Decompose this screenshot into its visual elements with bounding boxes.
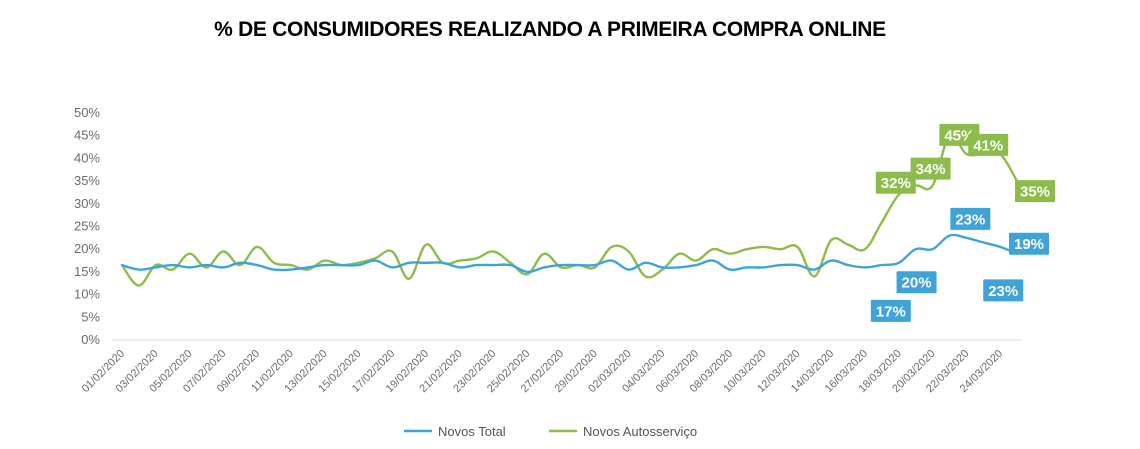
y-tick-label: 15% bbox=[74, 264, 100, 279]
y-tick-label: 10% bbox=[74, 287, 100, 302]
y-tick-label: 35% bbox=[74, 173, 100, 188]
callout-box bbox=[870, 299, 911, 322]
data-callouts: 32% 34% 45%41% 35% 17% 20% 23% 23% 19% bbox=[870, 123, 1055, 322]
y-tick-label: 25% bbox=[74, 219, 100, 234]
callout-box bbox=[875, 171, 916, 194]
x-axis: 01/02/202003/02/202005/02/202007/02/2020… bbox=[80, 348, 1006, 395]
callout-label: 20% bbox=[902, 275, 932, 292]
callout-label: 35% bbox=[1020, 184, 1050, 201]
chart-title: % DE CONSUMIDORES REALIZANDO A PRIMEIRA … bbox=[214, 18, 886, 41]
callout-label: 17% bbox=[876, 303, 906, 320]
y-tick-label: 40% bbox=[74, 150, 100, 165]
callout-label: 19% bbox=[1014, 236, 1044, 253]
y-tick-label: 0% bbox=[81, 332, 100, 347]
callout-box bbox=[896, 271, 937, 294]
legend-label: Novos Total bbox=[438, 424, 506, 439]
callout-box bbox=[1009, 232, 1049, 255]
y-tick-label: 30% bbox=[74, 196, 100, 211]
legend: Novos Total Novos Autosserviço bbox=[404, 424, 697, 439]
callout-box bbox=[1015, 180, 1055, 203]
series-line-novos-total bbox=[120, 233, 1019, 274]
callout-box bbox=[983, 279, 1024, 302]
callout-label: 41% bbox=[973, 137, 1003, 154]
y-axis: 0% 5% 10% 15% 20% 25% 30% 35% 40% 45% 50% bbox=[74, 105, 100, 347]
series-line-novos-autosservico bbox=[120, 133, 1019, 287]
callout-box bbox=[910, 157, 951, 180]
callout-label: 45% bbox=[944, 127, 974, 144]
legend-label: Novos Autosserviço bbox=[583, 424, 697, 439]
y-tick-label: 5% bbox=[81, 309, 100, 324]
y-tick-label: 50% bbox=[74, 105, 100, 120]
callout-label: 23% bbox=[955, 211, 985, 228]
y-tick-label: 20% bbox=[74, 241, 100, 256]
callout-label: 23% bbox=[988, 283, 1018, 300]
callout-label: 34% bbox=[916, 161, 946, 178]
y-tick-label: 45% bbox=[74, 128, 100, 143]
callout-box bbox=[950, 207, 991, 230]
callout-label: 32% bbox=[881, 175, 911, 192]
callout-box bbox=[968, 133, 1009, 156]
series-lines bbox=[120, 133, 1019, 287]
